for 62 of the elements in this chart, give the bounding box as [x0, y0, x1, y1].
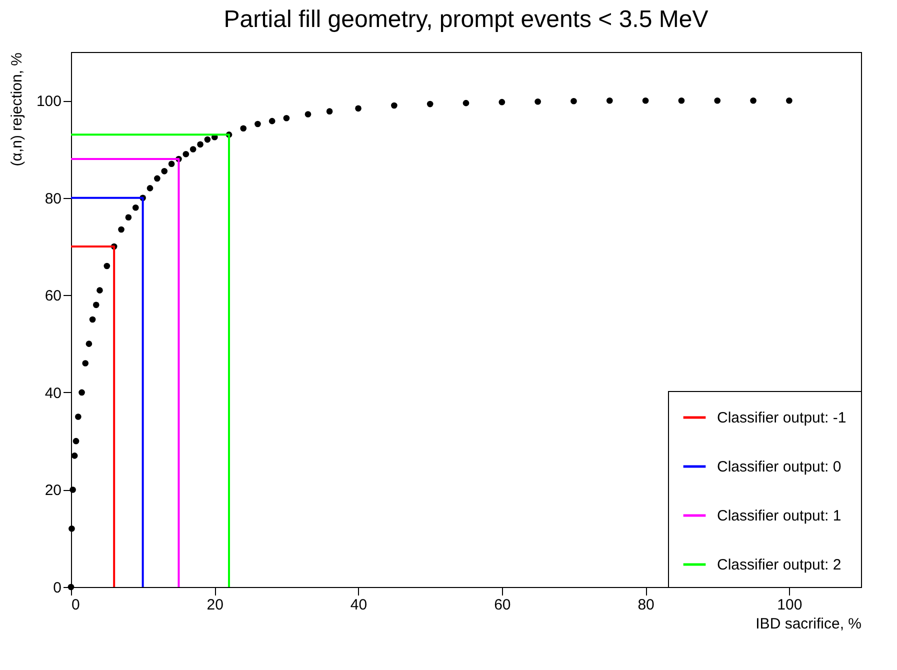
point: [606, 97, 613, 104]
x-tick-label: 0: [72, 596, 80, 614]
point: [132, 204, 139, 211]
point: [182, 150, 190, 158]
point: [642, 97, 649, 104]
y-axis-title: (α,n) rejection, %: [8, 52, 26, 166]
point: [750, 97, 756, 104]
point: [426, 100, 434, 108]
legend-label: Classifier output: 1: [717, 508, 842, 524]
point: [240, 125, 247, 132]
point: [190, 146, 196, 152]
point: [68, 584, 74, 590]
point: [82, 360, 89, 366]
point: [678, 97, 685, 104]
y-tick-label: 100: [36, 93, 62, 110]
point: [786, 97, 792, 104]
point: [154, 175, 160, 182]
point: [68, 525, 75, 532]
x-tick-label: 20: [206, 596, 224, 614]
point: [118, 226, 124, 233]
y-tick-label: 80: [44, 190, 62, 208]
x-tick-label: 80: [638, 596, 654, 614]
point: [70, 486, 76, 493]
point: [146, 185, 154, 192]
y-tick-label: 60: [44, 288, 62, 305]
point: [104, 262, 110, 270]
y-tick-label: 20: [44, 482, 62, 500]
point: [283, 114, 290, 122]
point: [96, 287, 103, 294]
y-tick-label: 40: [44, 384, 62, 402]
point: [72, 438, 80, 444]
point: [197, 141, 204, 148]
x-tick-label: 40: [350, 596, 368, 614]
point: [391, 102, 398, 109]
point: [268, 118, 276, 124]
x-tick-label: 100: [777, 596, 802, 614]
point: [204, 136, 211, 143]
legend-label: Classifier output: 2: [717, 556, 842, 574]
point: [254, 120, 261, 128]
point: [326, 108, 333, 114]
point: [498, 98, 506, 106]
point: [355, 105, 362, 112]
point: [570, 98, 577, 104]
chart-title: Partial fill geometry, prompt events < 3.5 MeV: [224, 6, 708, 33]
point: [304, 111, 312, 118]
point: [89, 316, 96, 323]
point: [462, 100, 470, 106]
point: [78, 389, 85, 396]
point: [714, 97, 721, 104]
x-axis-title: IBD sacrifice, %: [756, 616, 862, 632]
x-tick-label: 60: [494, 596, 511, 614]
point: [75, 414, 82, 420]
legend-label: Classifier output: 0: [717, 458, 842, 476]
point: [86, 340, 92, 347]
legend-label: Classifier output: -1: [717, 410, 846, 426]
point: [161, 168, 168, 174]
point: [92, 302, 100, 308]
point: [534, 98, 541, 105]
point: [168, 160, 175, 168]
y-tick-label: 0: [53, 580, 62, 596]
point: [71, 452, 78, 459]
point: [125, 214, 132, 221]
